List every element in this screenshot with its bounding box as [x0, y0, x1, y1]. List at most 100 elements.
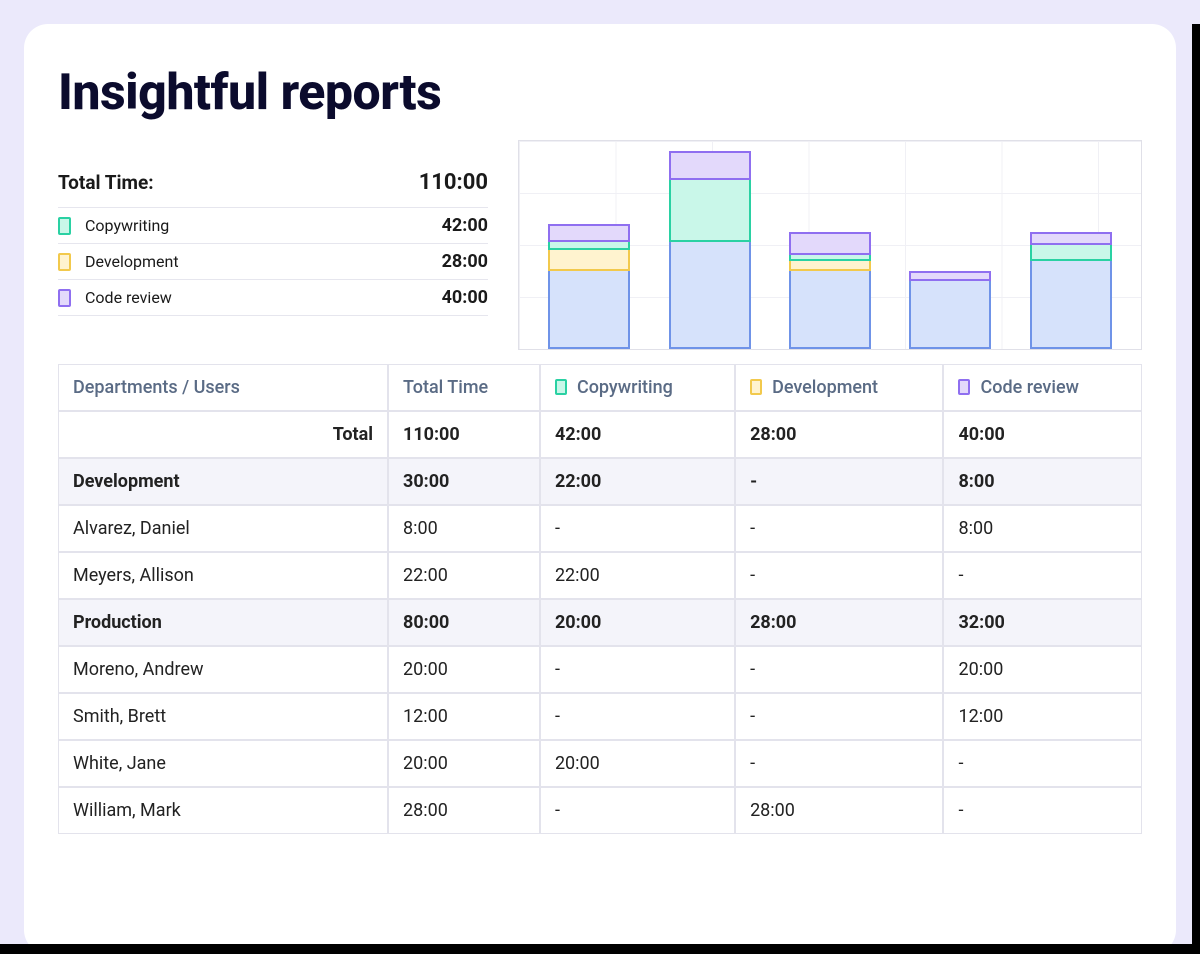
swatch-code_review-icon	[58, 289, 71, 307]
report-card: Insightful reports Total Time: 110:00 Co…	[24, 24, 1176, 954]
table-row: White, Jane20:0020:00--	[58, 740, 1142, 787]
cell-development: -	[735, 646, 943, 693]
summary-item-label: Development	[85, 252, 442, 271]
chart-segment-code_review	[669, 151, 751, 180]
chart-segment-code_review	[1030, 232, 1112, 245]
cell-total: 12:00	[388, 693, 540, 740]
cell-total: 22:00	[388, 552, 540, 599]
cell-code_review: -	[943, 740, 1142, 787]
cell-total: 28:00	[388, 787, 540, 834]
cell-development: -	[735, 505, 943, 552]
swatch-development-icon	[750, 379, 762, 395]
chart-segment-code_review	[548, 224, 630, 242]
swatch-code_review-icon	[958, 379, 970, 395]
cell-total: 20:00	[388, 646, 540, 693]
chart-bar	[789, 232, 871, 349]
summary-row-development: Development28:00	[58, 244, 488, 280]
cell-total: 110:00	[388, 411, 540, 458]
chart-segment-base	[1030, 261, 1112, 349]
cell-name: Development	[58, 458, 388, 505]
chart-segment-base	[909, 281, 991, 349]
decorative-edge	[1192, 24, 1200, 954]
cell-development: 28:00	[735, 787, 943, 834]
cell-copywriting: 20:00	[540, 740, 735, 787]
cell-name: William, Mark	[58, 787, 388, 834]
cell-copywriting: 22:00	[540, 458, 735, 505]
column-header-name[interactable]: Departments / Users	[58, 364, 388, 411]
table-row: Meyers, Allison22:0022:00--	[58, 552, 1142, 599]
column-header-code_review[interactable]: Code review	[943, 364, 1142, 411]
column-header-development[interactable]: Development	[735, 364, 943, 411]
cell-name: Meyers, Allison	[58, 552, 388, 599]
cell-total: 80:00	[388, 599, 540, 646]
cell-code_review: 12:00	[943, 693, 1142, 740]
summary-row-copywriting: Copywriting42:00	[58, 208, 488, 244]
summary-item-value: 28:00	[442, 251, 488, 272]
column-header-copywriting[interactable]: Copywriting	[540, 364, 735, 411]
cell-development: -	[735, 740, 943, 787]
summary-item-value: 40:00	[442, 287, 488, 308]
cell-development: 28:00	[735, 411, 943, 458]
chart-bar	[669, 151, 751, 349]
summary-item-label: Copywriting	[85, 216, 442, 235]
cell-name: Smith, Brett	[58, 693, 388, 740]
table-row: William, Mark28:00-28:00-	[58, 787, 1142, 834]
stacked-bar-chart	[518, 140, 1142, 350]
cell-copywriting: 22:00	[540, 552, 735, 599]
cell-copywriting: -	[540, 787, 735, 834]
decorative-edge	[0, 944, 1200, 954]
table-row: Development30:0022:00-8:00	[58, 458, 1142, 505]
cell-code_review: -	[943, 552, 1142, 599]
table-row: Total110:0042:0028:0040:00	[58, 411, 1142, 458]
chart-segment-copywriting	[669, 180, 751, 242]
top-row: Total Time: 110:00 Copywriting42:00Devel…	[58, 140, 1142, 350]
cell-copywriting: -	[540, 505, 735, 552]
cell-name: Moreno, Andrew	[58, 646, 388, 693]
table-row: Production80:0020:0028:0032:00	[58, 599, 1142, 646]
summary-row-code_review: Code review40:00	[58, 280, 488, 316]
chart-segment-copywriting	[548, 242, 630, 250]
cell-copywriting: 20:00	[540, 599, 735, 646]
cell-name: Total	[58, 411, 388, 458]
summary-total-value: 110:00	[419, 170, 488, 195]
cell-code_review: -	[943, 787, 1142, 834]
cell-code_review: 8:00	[943, 505, 1142, 552]
cell-development: 28:00	[735, 599, 943, 646]
cell-development: -	[735, 693, 943, 740]
cell-code_review: 32:00	[943, 599, 1142, 646]
cell-copywriting: 42:00	[540, 411, 735, 458]
chart-segment-copywriting	[1030, 245, 1112, 261]
chart-bar	[909, 271, 991, 349]
summary-item-value: 42:00	[442, 215, 488, 236]
chart-segment-base	[548, 271, 630, 349]
cell-code_review: 40:00	[943, 411, 1142, 458]
table-row: Smith, Brett12:00--12:00	[58, 693, 1142, 740]
chart-segment-code_review	[909, 271, 991, 281]
chart-segment-base	[789, 271, 871, 349]
cell-development: -	[735, 458, 943, 505]
cell-name: Production	[58, 599, 388, 646]
page-title: Insightful reports	[58, 64, 1142, 122]
chart-segment-development	[548, 250, 630, 271]
summary-total-row: Total Time: 110:00	[58, 162, 488, 208]
cell-copywriting: -	[540, 646, 735, 693]
summary-total-label: Total Time:	[58, 171, 154, 194]
swatch-development-icon	[58, 253, 71, 271]
summary-panel: Total Time: 110:00 Copywriting42:00Devel…	[58, 140, 488, 316]
swatch-copywriting-icon	[555, 379, 567, 395]
cell-development: -	[735, 552, 943, 599]
cell-code_review: 8:00	[943, 458, 1142, 505]
cell-total: 30:00	[388, 458, 540, 505]
cell-copywriting: -	[540, 693, 735, 740]
cell-name: White, Jane	[58, 740, 388, 787]
swatch-copywriting-icon	[58, 217, 71, 235]
column-header-total[interactable]: Total Time	[388, 364, 540, 411]
cell-code_review: 20:00	[943, 646, 1142, 693]
chart-segment-code_review	[789, 232, 871, 255]
chart-bar	[548, 224, 630, 349]
cell-total: 20:00	[388, 740, 540, 787]
cell-name: Alvarez, Daniel	[58, 505, 388, 552]
report-table: Departments / UsersTotal TimeCopywriting…	[58, 364, 1142, 834]
summary-item-label: Code review	[85, 288, 442, 307]
cell-total: 8:00	[388, 505, 540, 552]
